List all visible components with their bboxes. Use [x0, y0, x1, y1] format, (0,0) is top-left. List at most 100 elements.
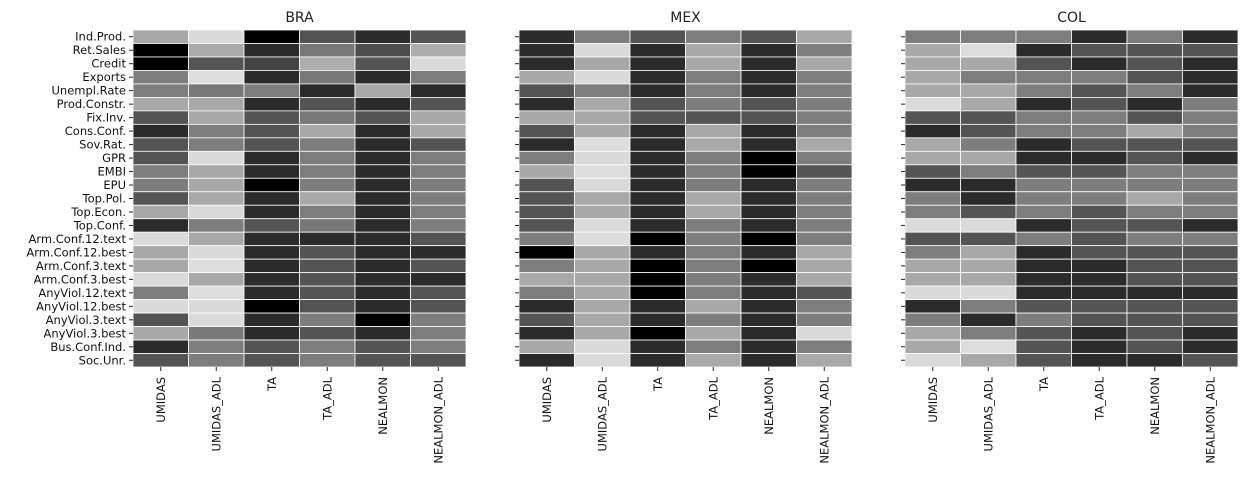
heatmap-cell: [354, 97, 411, 112]
heatmap-cell: [188, 312, 245, 327]
heatmap-cell: [132, 29, 189, 44]
heatmap-cell: [354, 56, 411, 71]
heatmap-cell: [188, 258, 245, 274]
heatmap-panel-mex: MEX UMIDAS UMIDAS_ADL TA TA_ADL NEALMON NEALMO…: [515, 10, 853, 464]
heatmap-cell: [188, 191, 245, 206]
heatmap-cell: [960, 70, 1017, 85]
y-tick-label: Fix.Inv.: [86, 111, 126, 125]
heatmap-cell: [796, 97, 853, 112]
heatmap-cell: [243, 285, 300, 300]
heatmap-cell: [740, 177, 797, 193]
heatmap-cell: [518, 285, 575, 300]
heatmap-cell: [1071, 218, 1128, 233]
heatmap-cell: [1182, 204, 1239, 220]
heatmap-cell: [354, 110, 411, 125]
heatmap-cell: [299, 218, 356, 233]
y-tick-label: Top.Pol.: [82, 192, 126, 206]
heatmap-cell: [960, 137, 1017, 152]
heatmap-cell: [1182, 339, 1239, 354]
heatmap-cell: [243, 70, 300, 85]
heatmap-cell: [188, 326, 245, 341]
heatmap-cell: [1071, 299, 1128, 314]
heatmap-cell: [1015, 312, 1072, 327]
heatmap-cell: [132, 339, 189, 354]
heatmap-cell: [410, 56, 467, 71]
x-tick-label: UMIDAS_ADL: [595, 376, 609, 451]
heatmap-cell: [1182, 218, 1239, 233]
y-tick-label: Exports: [82, 70, 126, 84]
heatmap-cell: [518, 43, 575, 58]
heatmap-cell: [960, 218, 1017, 233]
y-tick-label: EPU: [103, 178, 126, 192]
heatmap-cell: [243, 123, 300, 139]
panel-title: MEX: [670, 10, 701, 26]
heatmap-cell: [299, 177, 356, 193]
heatmap-cell: [574, 245, 631, 260]
heatmap-cell: [1126, 97, 1183, 112]
y-tick-label: Arm.Conf.12.text: [29, 232, 127, 246]
heatmap-cell: [1071, 285, 1128, 300]
heatmap-cell: [1126, 285, 1183, 300]
x-tick-label: UMIDAS: [154, 377, 168, 423]
heatmap-cell: [629, 150, 686, 166]
heatmap-cell: [243, 83, 300, 98]
heatmap-cell: [354, 177, 411, 193]
heatmap-cell: [1071, 204, 1128, 220]
heatmap-cell: [518, 231, 575, 247]
heatmap-cell: [685, 326, 742, 341]
heatmap-cell: [1071, 191, 1128, 206]
heatmap-cell: [574, 285, 631, 300]
heatmap-cell: [574, 70, 631, 85]
heatmap-cell: [629, 83, 686, 98]
heatmap-cell: [1015, 177, 1072, 193]
heatmap-cell: [685, 56, 742, 71]
heatmap-cell: [243, 258, 300, 274]
heatmap-cell: [1071, 312, 1128, 327]
heatmap-cell: [685, 299, 742, 314]
heatmap-cell: [518, 164, 575, 179]
heatmap-cell: [132, 70, 189, 85]
heatmap-cell: [1071, 177, 1128, 193]
x-tick-label: NEALMON_ADL: [431, 376, 445, 463]
heatmap-cell: [904, 137, 961, 152]
heatmap-cell: [1126, 272, 1183, 287]
heatmap-cell: [904, 285, 961, 300]
heatmap-cell: [243, 353, 300, 368]
heatmap-cell: [685, 285, 742, 300]
heatmap-cell: [574, 137, 631, 152]
heatmap-cell: [132, 218, 189, 233]
heatmap-cell: [960, 177, 1017, 193]
heatmap-cell: [960, 164, 1017, 179]
heatmap-cell: [629, 285, 686, 300]
heatmap-cell: [299, 164, 356, 179]
heatmap-cell: [685, 191, 742, 206]
heatmap-cell: [685, 272, 742, 287]
heatmap-cell: [1015, 353, 1072, 368]
heatmap-cell: [960, 110, 1017, 125]
heatmap-cell: [1015, 191, 1072, 206]
y-tick-label: Top.Econ.: [70, 205, 126, 219]
heatmap-cell: [188, 97, 245, 112]
heatmap-cell: [354, 29, 411, 44]
heatmap-cell: [1015, 339, 1072, 354]
heatmap-cell: [796, 191, 853, 206]
heatmap-cell: [740, 312, 797, 327]
heatmap-cell: [796, 137, 853, 152]
heatmap-cell: [1126, 353, 1183, 368]
heatmap-cell: [188, 272, 245, 287]
y-tick-label: Unempl.Rate: [51, 84, 126, 98]
x-tick-label: TA_ADL: [320, 376, 334, 420]
heatmap-cell: [243, 43, 300, 58]
heatmap-cell: [354, 339, 411, 354]
heatmap-cell: [574, 56, 631, 71]
heatmap-cell: [354, 231, 411, 247]
heatmap-cell: [740, 285, 797, 300]
heatmap-cell: [574, 272, 631, 287]
heatmap-cell: [1015, 137, 1072, 152]
heatmap-cell: [685, 83, 742, 98]
heatmap-cell: [354, 299, 411, 314]
heatmap-cell: [132, 56, 189, 71]
heatmap-cell: [574, 312, 631, 327]
y-tick-label: Arm.Conf.3.best: [34, 272, 127, 286]
heatmap-cell: [188, 83, 245, 98]
